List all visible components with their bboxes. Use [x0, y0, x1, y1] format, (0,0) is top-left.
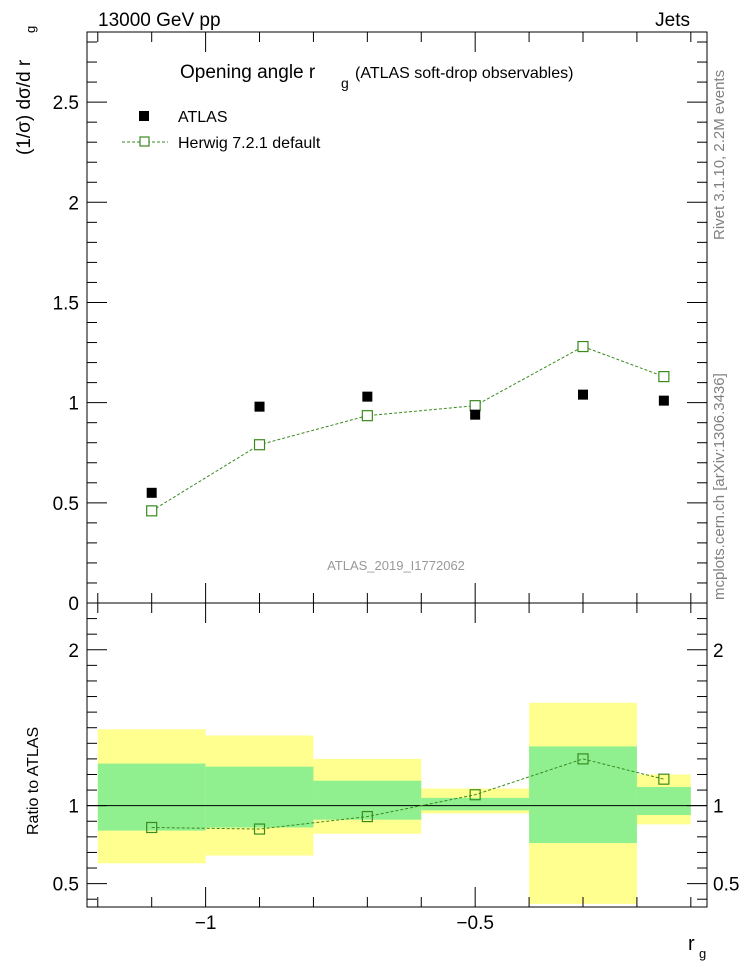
analysis-watermark: ATLAS_2019_I1772062	[327, 558, 465, 573]
ratio-herwig-point	[577, 753, 589, 765]
y-tick-label: 1.5	[53, 293, 79, 314]
chart-title-group: Opening angle r g (ATLAS soft-drop obser…	[180, 62, 573, 91]
ratio-band-inner	[97, 763, 206, 831]
ratio-y-tick-label-right: 1	[713, 797, 724, 818]
herwig-point	[253, 439, 266, 451]
ratio-herwig-point	[469, 789, 481, 801]
ratio-herwig-line	[151, 758, 664, 830]
herwig-point	[361, 410, 373, 422]
ratio-frame	[86, 602, 708, 908]
legend-label-atlas: ATLAS	[178, 109, 228, 126]
chart-title-sub: g	[341, 75, 349, 91]
y-axis-label: (1/σ) dσ/d r	[14, 59, 35, 155]
main-panel: 0 0.5 1 1.5 2 2.5	[53, 31, 708, 615]
ratio-y-tick-label: 0.5	[53, 875, 79, 896]
mcplots-label: mcplots.cern.ch [arXiv:1306.3436]	[711, 373, 728, 600]
atlas-point	[470, 409, 481, 420]
ratio-herwig-point	[361, 810, 373, 823]
atlas-point	[146, 487, 157, 498]
ratio-y-tick-label: 2	[68, 641, 79, 662]
atlas-point	[658, 395, 669, 406]
y-tick-label: 2	[68, 193, 79, 214]
ratio-y-tick-label-right: 0.5	[713, 875, 739, 896]
ratio-band-inner	[636, 786, 691, 816]
herwig-point	[469, 400, 481, 412]
y-tick-label: 0.5	[53, 494, 79, 515]
herwig-point	[658, 371, 670, 383]
ratio-band-inner	[313, 780, 422, 820]
x-tick-label: −1	[195, 913, 217, 934]
rivet-version-label: Rivet 3.1.10, 2.2M events	[711, 70, 728, 240]
x-axis-title: r g	[688, 933, 706, 961]
y-axis-label-sub: g	[23, 26, 38, 33]
herwig-point	[146, 505, 158, 517]
atlas-point	[254, 401, 265, 412]
y-tick-label: 2.5	[53, 93, 79, 114]
ratio-y-tick-label: 1	[68, 797, 79, 818]
ratio-panel: −1 −0.5 0.5 0.5 1 1 2 2	[53, 602, 739, 934]
y-axis-title: (1/σ) dσ/d r g	[14, 26, 38, 155]
x-axis-label: r	[688, 933, 695, 955]
legend-marker-herwig	[139, 136, 150, 147]
legend: ATLAS Herwig 7.2.1 default	[122, 109, 321, 152]
x-tick-label: −0.5	[456, 913, 494, 934]
y-tick-label: 1	[68, 394, 79, 415]
ratio-y-tick-label-right: 2	[713, 641, 724, 662]
header-right-label: Jets	[655, 10, 690, 31]
herwig-point	[577, 340, 589, 353]
x-axis-label-sub: g	[699, 946, 706, 961]
chart-title-suffix: (ATLAS soft-drop observables)	[355, 65, 573, 82]
atlas-point	[362, 391, 373, 402]
ratio-herwig-point	[146, 821, 158, 834]
ratio-herwig-point	[253, 823, 266, 835]
chart-title: Opening angle r	[180, 62, 316, 83]
y-tick-label: 0	[68, 594, 79, 615]
ratio-band-inner	[205, 766, 314, 828]
ratio-herwig-point	[658, 773, 670, 785]
herwig-line	[151, 346, 665, 512]
legend-label-herwig: Herwig 7.2.1 default	[178, 135, 321, 152]
ratio-band-inner	[529, 746, 637, 844]
ratio-y-axis-label: Ratio to ATLAS	[25, 727, 42, 835]
header-left-label: 13000 GeV pp	[98, 10, 221, 31]
legend-marker-atlas	[139, 111, 149, 121]
ratio-band-inner	[421, 797, 530, 811]
atlas-point	[578, 389, 588, 400]
